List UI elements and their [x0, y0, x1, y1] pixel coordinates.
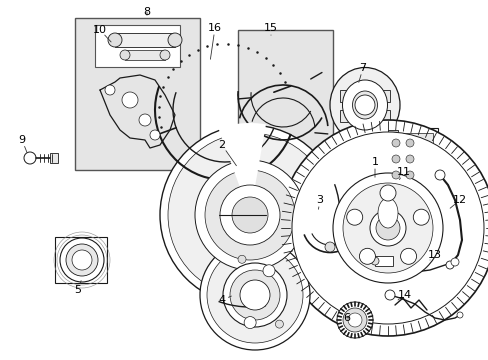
Circle shape	[342, 308, 366, 332]
Circle shape	[359, 248, 375, 264]
Ellipse shape	[377, 198, 397, 228]
Circle shape	[346, 209, 362, 225]
Text: 2: 2	[218, 140, 225, 150]
Text: 8: 8	[143, 7, 150, 17]
Circle shape	[412, 209, 428, 225]
Bar	[125, 50, 164, 60]
Bar	[115, 33, 175, 47]
Bar	[95, 25, 180, 67]
Circle shape	[168, 133, 331, 297]
Text: 7: 7	[359, 63, 366, 73]
Bar	[339, 90, 389, 102]
Bar	[387, 130, 397, 194]
Circle shape	[206, 247, 303, 343]
Circle shape	[336, 302, 372, 338]
Circle shape	[370, 257, 378, 265]
Text: 1: 1	[371, 157, 378, 167]
Bar	[55, 237, 107, 283]
Circle shape	[354, 95, 374, 115]
Circle shape	[238, 255, 245, 263]
Text: 3: 3	[316, 195, 323, 205]
Circle shape	[229, 270, 280, 320]
Circle shape	[291, 132, 483, 324]
Circle shape	[220, 185, 280, 245]
Bar	[75, 18, 200, 170]
Text: 10: 10	[93, 25, 107, 35]
Text: 14: 14	[397, 290, 411, 300]
Circle shape	[240, 280, 269, 310]
Text: 15: 15	[264, 23, 278, 33]
Circle shape	[379, 185, 395, 201]
Circle shape	[400, 248, 416, 264]
Circle shape	[369, 210, 405, 246]
Circle shape	[263, 265, 274, 277]
Bar	[394, 133, 432, 188]
Circle shape	[456, 312, 462, 318]
Circle shape	[200, 240, 309, 350]
Text: 13: 13	[427, 250, 441, 260]
Bar	[374, 256, 392, 266]
Ellipse shape	[342, 80, 386, 130]
Bar	[238, 30, 332, 168]
Circle shape	[122, 92, 138, 108]
Circle shape	[280, 120, 488, 336]
Circle shape	[108, 33, 122, 47]
Bar	[379, 135, 424, 195]
Circle shape	[434, 170, 444, 180]
Text: 16: 16	[207, 23, 222, 33]
Circle shape	[445, 261, 453, 269]
Bar	[381, 138, 416, 188]
Circle shape	[405, 155, 413, 163]
Bar	[339, 110, 389, 122]
Text: 12: 12	[452, 195, 466, 205]
Circle shape	[391, 139, 399, 147]
Circle shape	[391, 171, 399, 179]
Circle shape	[384, 290, 394, 300]
Circle shape	[160, 50, 170, 60]
Wedge shape	[218, 123, 265, 215]
Circle shape	[150, 130, 160, 140]
Ellipse shape	[329, 68, 399, 143]
Text: 9: 9	[19, 135, 25, 145]
Ellipse shape	[352, 91, 377, 119]
Circle shape	[391, 155, 399, 163]
Circle shape	[375, 216, 399, 240]
Bar	[50, 153, 58, 163]
Circle shape	[332, 173, 442, 283]
Text: 6: 6	[343, 313, 350, 323]
Circle shape	[168, 33, 182, 47]
Circle shape	[405, 139, 413, 147]
Circle shape	[231, 197, 267, 233]
Circle shape	[275, 320, 283, 328]
Text: 11: 11	[396, 167, 410, 177]
Circle shape	[72, 250, 92, 270]
Circle shape	[24, 152, 36, 164]
Circle shape	[325, 242, 334, 252]
Text: 4: 4	[218, 295, 225, 305]
Circle shape	[347, 313, 361, 327]
Circle shape	[105, 85, 115, 95]
Circle shape	[204, 170, 294, 260]
Circle shape	[160, 125, 339, 305]
Circle shape	[195, 160, 305, 270]
Circle shape	[244, 316, 256, 329]
Circle shape	[342, 183, 432, 273]
Circle shape	[139, 114, 151, 126]
Circle shape	[66, 244, 98, 276]
Text: 5: 5	[74, 285, 81, 295]
Circle shape	[60, 238, 104, 282]
Circle shape	[405, 171, 413, 179]
Bar	[389, 128, 437, 196]
Circle shape	[120, 50, 130, 60]
Circle shape	[223, 263, 286, 327]
Circle shape	[450, 258, 458, 266]
